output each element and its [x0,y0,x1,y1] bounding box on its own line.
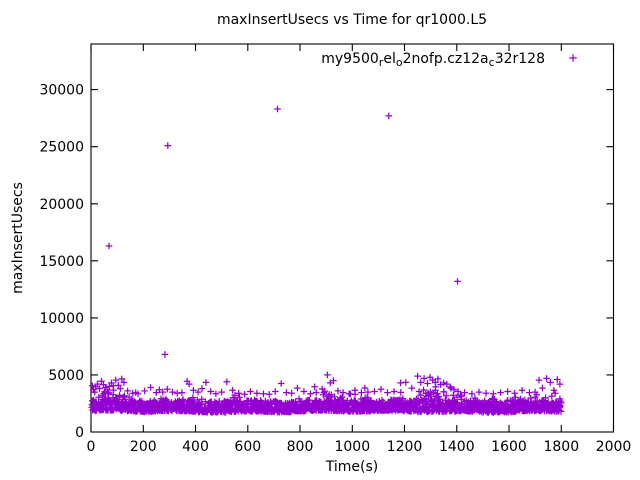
x-tick-label: 800 [287,439,314,455]
axis-ticks [90,44,615,433]
x-tick-label: 0 [87,439,96,455]
chart-title: maxInsertUsecs vs Time for qr1000.L5 [217,12,487,28]
x-tick-label: 1400 [439,439,475,455]
plot-border [90,43,615,433]
scatter-plus-markers [88,105,565,416]
y-tick-label: 0 [75,425,84,441]
x-axis-label: Time(s) [325,459,378,475]
data-points-layer [88,105,565,416]
x-tick-label: 1200 [387,439,423,455]
y-axis-label: maxInsertUsecs [10,182,26,294]
y-tick-label: 25000 [39,140,84,156]
legend: my9500relo2nofp.cz12ac32r128 [321,51,577,69]
axis-tick-labels: 0 200 400 600 800 1000 1200 1400 1600 1800 2000050… [39,83,631,455]
tick-marks [90,44,615,433]
x-tick-label: 200 [130,439,157,455]
x-tick-label: 1600 [491,439,527,455]
y-tick-label: 20000 [39,197,84,213]
y-tick-label: 15000 [39,254,84,270]
x-tick-label: 400 [182,439,209,455]
x-tick-label: 600 [234,439,261,455]
x-tick-label: 1800 [543,439,579,455]
y-tick-label: 30000 [39,83,84,99]
x-tick-label: 1000 [334,439,370,455]
y-tick-label: 10000 [39,311,84,327]
y-tick-label: 5000 [48,368,84,384]
legend-plus-marker-icon [569,54,577,62]
x-tick-label: 2000 [596,439,632,455]
legend-series-label: my9500relo2nofp.cz12ac32r128 [321,51,545,69]
